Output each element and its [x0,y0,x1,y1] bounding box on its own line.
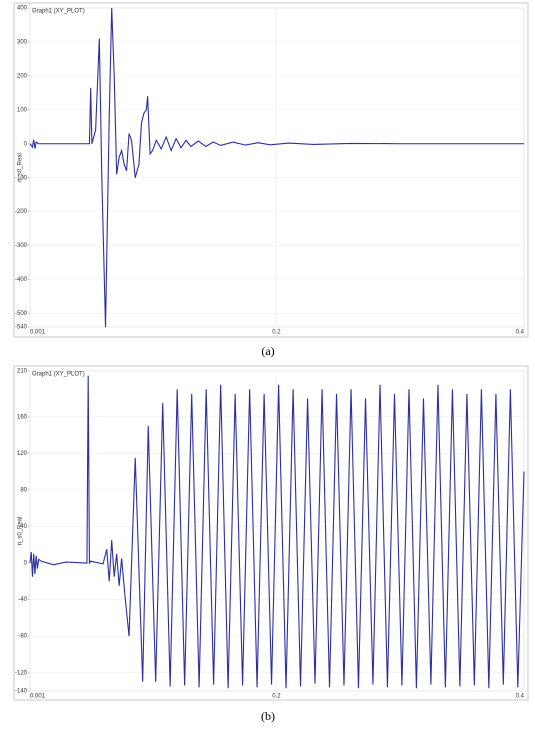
data-line [29,7,524,328]
caption: (a) [261,344,274,358]
y-tick-label: 80 [20,487,27,493]
y-tick-label: -80 [18,634,27,640]
caption: (b) [261,709,275,723]
x-tick-label: 0.001 [30,694,46,700]
y-tick-label: 160 [17,414,28,420]
plot-area [29,7,525,328]
y-tick-label: 0 [24,561,28,567]
y-tick-label: -400 [15,277,28,283]
y-tick-label: -40 [18,597,27,603]
chart-title: Graph1 (XY_PLOT) [32,372,85,378]
x-tick-label: 0.2 [272,330,281,336]
data-line [29,375,525,689]
y-tick-label: 120 [17,451,28,457]
y-tick-label: 210 [17,369,28,375]
x-tick-label: 0.2 [272,694,281,700]
chart-title: Graph1 (XY_PLOT) [32,9,85,15]
y-tick-label: 200 [17,73,28,79]
y-tick-label: 0 [24,141,28,147]
x-tick-label: 0.4 [516,330,525,336]
y-tick-label: -540 [15,325,28,331]
y-tick-label: -300 [15,243,28,249]
y-tick-label: 400 [17,6,28,12]
y-axis-label: n_s0_Real [18,153,24,182]
y-tick-label: 40 [20,524,27,530]
y-tick-label: -140 [15,689,28,695]
y-axis-label: n_s0_Real [18,517,24,546]
y-tick-label: 100 [17,107,28,113]
plot-area [29,370,525,692]
y-tick-label: 300 [17,40,28,46]
y-tick-label: -200 [15,209,28,215]
y-tick-label: -120 [15,670,28,676]
y-tick-label: -500 [15,311,28,317]
y-tick-label: -100 [15,175,28,181]
x-tick-label: 0.001 [30,330,46,336]
x-tick-label: 0.4 [516,694,525,700]
